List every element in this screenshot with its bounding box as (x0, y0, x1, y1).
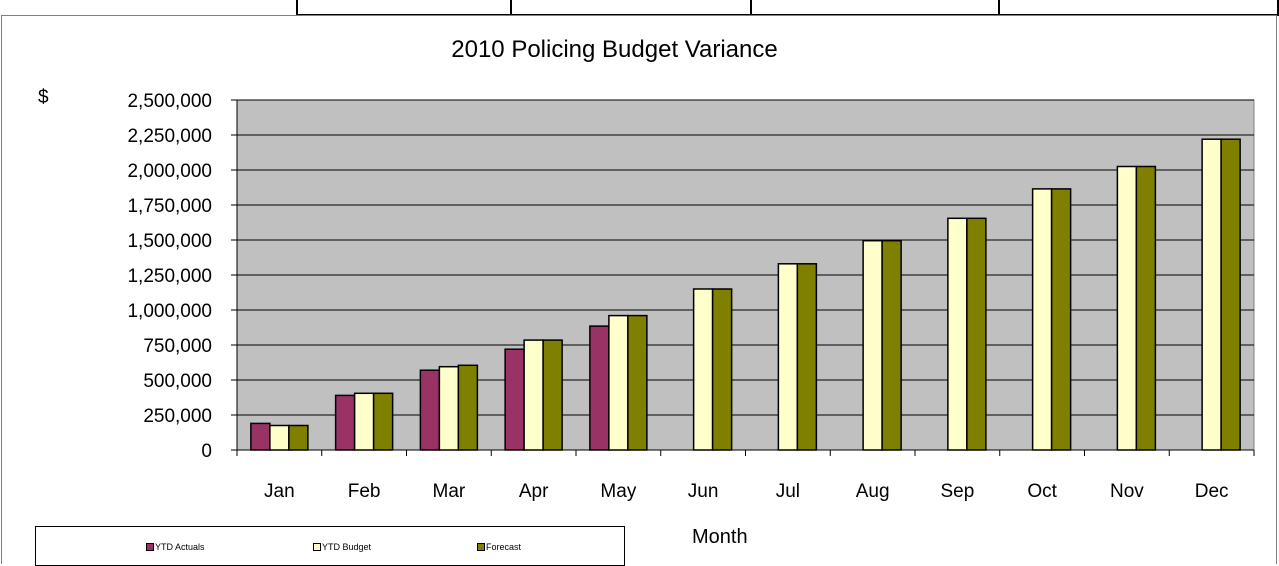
bar (777, 263, 799, 451)
x-tick-label: Oct (1027, 481, 1057, 502)
strip-divider (510, 0, 512, 14)
y-axis-unit-label: $ (38, 87, 49, 108)
bar (966, 217, 987, 451)
bar (353, 392, 375, 451)
y-tick-label: 1,750,000 (127, 196, 212, 217)
bar (608, 314, 629, 451)
x-tick-label: Feb (348, 481, 381, 502)
x-tick-label: Jul (776, 481, 800, 502)
bar (1050, 188, 1072, 451)
strip-divider (296, 0, 298, 14)
bar (372, 392, 394, 451)
legend-label: Forecast (486, 542, 522, 552)
y-tick-label: 750,000 (143, 336, 212, 357)
x-axis-label: Month (692, 526, 748, 548)
chart-area (1, 15, 1277, 564)
bar (589, 325, 610, 451)
strip-divider (1277, 0, 1279, 14)
y-tick-label: 1,500,000 (127, 231, 212, 252)
legend-swatch (477, 543, 485, 551)
bar (542, 339, 563, 451)
bar (1135, 165, 1157, 451)
legend-item: YTD Actuals (146, 542, 205, 552)
x-tick-label: Apr (519, 481, 549, 502)
chart-legend: YTD Actuals YTD Budget Forecast (35, 526, 625, 566)
bar (627, 314, 648, 451)
bar (796, 263, 818, 451)
y-tick-label: 1,000,000 (127, 301, 212, 322)
bar (1220, 138, 1241, 451)
bar (438, 365, 460, 451)
bar (419, 369, 441, 451)
legend-label: YTD Actuals (155, 542, 205, 552)
bar (1201, 138, 1222, 451)
bar (334, 394, 356, 451)
bar (711, 288, 733, 451)
bar (692, 288, 714, 451)
y-tick-label: 250,000 (143, 406, 212, 427)
y-tick-label: 2,500,000 (127, 91, 212, 112)
legend-item: Forecast (477, 542, 521, 552)
bar (523, 339, 544, 451)
bar (288, 424, 309, 451)
bar (269, 424, 290, 451)
legend-label: YTD Budget (322, 542, 372, 552)
y-tick-label: 0 (201, 441, 212, 462)
bar (862, 239, 883, 451)
bar (947, 217, 968, 451)
legend-swatch (146, 543, 154, 551)
x-tick-label: Mar (433, 481, 466, 502)
strip-divider (998, 0, 1000, 14)
bar (250, 422, 271, 451)
chart-title: 2010 Policing Budget Variance (451, 36, 778, 63)
x-tick-label: Sep (940, 481, 974, 502)
legend-item: YTD Budget (313, 542, 371, 552)
bar (1116, 165, 1138, 451)
bar (457, 364, 479, 451)
y-tick-label: 500,000 (143, 371, 212, 392)
strip-divider (750, 0, 752, 14)
legend-swatch (313, 543, 321, 551)
x-tick-label: Jun (688, 481, 719, 502)
x-tick-label: Dec (1195, 481, 1229, 502)
x-tick-label: Jan (264, 481, 295, 502)
y-tick-label: 2,250,000 (127, 126, 212, 147)
y-tick-label: 2,000,000 (127, 161, 212, 182)
x-tick-label: May (600, 481, 636, 502)
y-tick-label: 1,250,000 (127, 266, 212, 287)
bar (881, 239, 902, 451)
bar (1031, 188, 1053, 451)
x-tick-label: Nov (1110, 481, 1144, 502)
bar (504, 348, 525, 451)
x-tick-label: Aug (856, 481, 890, 502)
